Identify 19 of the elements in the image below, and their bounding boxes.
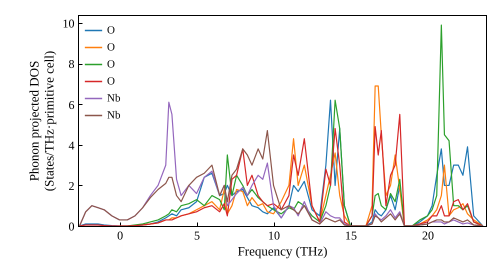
- x-tick-label: 0: [117, 228, 124, 242]
- x-tick-label: 20: [422, 228, 434, 242]
- legend-label: O: [107, 58, 115, 70]
- y-tick-label: 4: [68, 138, 74, 152]
- legend-label: Nb: [107, 110, 121, 122]
- y-tick-label: 10: [62, 16, 74, 31]
- x-tick-label: 5: [194, 228, 200, 242]
- y-tick-label: 0: [68, 220, 74, 234]
- y-axis-title: Phonon projected DOS (States/THz·primitive cell): [26, 50, 56, 192]
- x-tick-label: 10: [268, 228, 280, 242]
- legend-label: O: [107, 42, 115, 54]
- x-tick-label: 15: [345, 228, 358, 242]
- y-tick-label: 6: [68, 98, 74, 112]
- legend-label: O: [107, 76, 115, 88]
- legend-label: O: [107, 24, 115, 36]
- x-axis-title: Frequency (THz): [238, 244, 328, 258]
- y-tick-label: 2: [68, 178, 74, 193]
- y-tick-label: 8: [68, 57, 74, 72]
- legend-label: Nb: [107, 92, 121, 104]
